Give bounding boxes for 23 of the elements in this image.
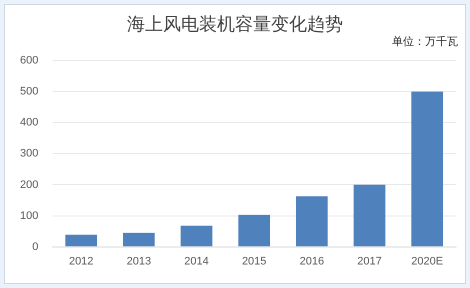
x-tick-label: 2020E: [411, 255, 444, 268]
bar: [122, 232, 155, 246]
y-tick-label: 500: [20, 86, 38, 98]
text: 单位：万千瓦: [392, 34, 458, 49]
bar: [180, 226, 212, 246]
y-tick-label: 600: [20, 54, 38, 67]
x-tick-label: 2015: [242, 255, 266, 268]
y-tick-label: 400: [20, 116, 38, 129]
bar: [411, 92, 444, 246]
chart-title: 海上风电装机容量变化趋势: [126, 13, 344, 36]
y-tick-label: 200: [20, 178, 38, 191]
x-tick-label: 2016: [300, 255, 324, 268]
bar: [65, 234, 98, 246]
x-tick-label: 2013: [126, 255, 152, 268]
y-tick-label: 0: [32, 240, 38, 253]
x-tick-label: 2012: [68, 255, 94, 268]
x-tick-label: 2017: [357, 255, 382, 268]
bar: [296, 196, 328, 246]
x-tick-label: 2014: [184, 255, 209, 268]
y-tick-label: 300: [20, 148, 38, 160]
y-tick-label: 100: [20, 210, 38, 222]
bar: [354, 184, 386, 246]
bar: [238, 214, 270, 246]
